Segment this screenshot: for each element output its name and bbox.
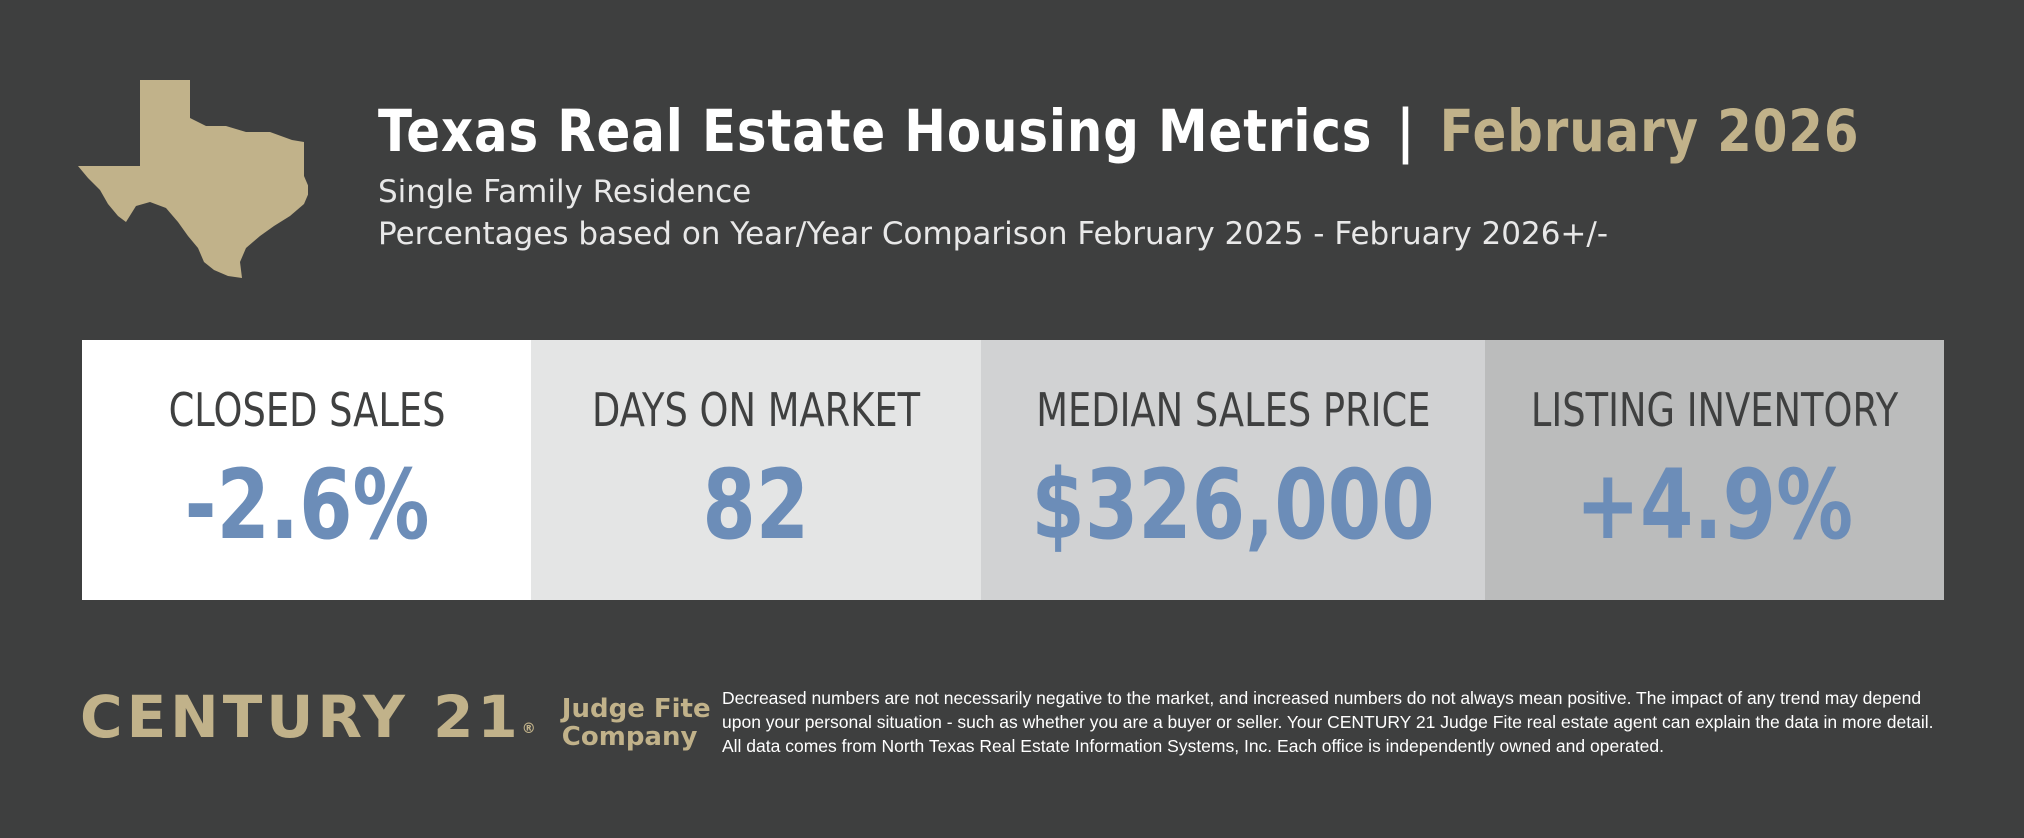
header: Texas Real Estate Housing Metrics | Februa… (378, 95, 1998, 255)
metric-value: $326,000 (1031, 449, 1435, 561)
metric-value: +4.9% (1575, 449, 1854, 561)
logo-office-line-2: Company (561, 722, 698, 752)
metric-days-on-market: DAYS ON MARKET 82 (531, 340, 981, 600)
metric-label: CLOSED SALES (168, 383, 446, 437)
century21-logo: CENTURY 21® Judge Fite Company (80, 682, 711, 764)
logo-office-line-1: Judge Fite (561, 694, 711, 724)
metric-median-sales-price: MEDIAN SALES PRICE $326,000 (980, 340, 1485, 600)
page-title: Texas Real Estate Housing Metrics | Februa… (378, 95, 1859, 167)
metric-value: 82 (702, 449, 810, 561)
metric-value: -2.6% (184, 449, 430, 561)
texas-map-icon (78, 80, 308, 278)
metric-listing-inventory: LISTING INVENTORY +4.9% (1484, 340, 1945, 600)
title-separator: | (1396, 97, 1416, 165)
logo-brand-text: CENTURY 21 (80, 683, 522, 751)
metrics-panel: CLOSED SALES -2.6% DAYS ON MARKET 82 MED… (82, 340, 1945, 600)
metric-closed-sales: CLOSED SALES -2.6% (82, 340, 532, 600)
title-date: February 2026 (1439, 97, 1860, 165)
subtitle-property-type: Single Family Residence (378, 174, 752, 210)
subtitle-comparison: Percentages based on Year/Year Compariso… (378, 216, 1609, 252)
metric-label: MEDIAN SALES PRICE (1035, 383, 1430, 437)
logo-office-name: Judge Fite Company (562, 695, 711, 751)
logo-brand: CENTURY 21® (80, 682, 536, 764)
title-main: Texas Real Estate Housing Metrics (378, 97, 1373, 165)
metric-label: LISTING INVENTORY (1530, 383, 1899, 437)
metric-label: DAYS ON MARKET (592, 383, 921, 437)
registered-mark: ® (521, 721, 536, 737)
disclaimer-text: Decreased numbers are not necessarily ne… (722, 688, 1934, 756)
